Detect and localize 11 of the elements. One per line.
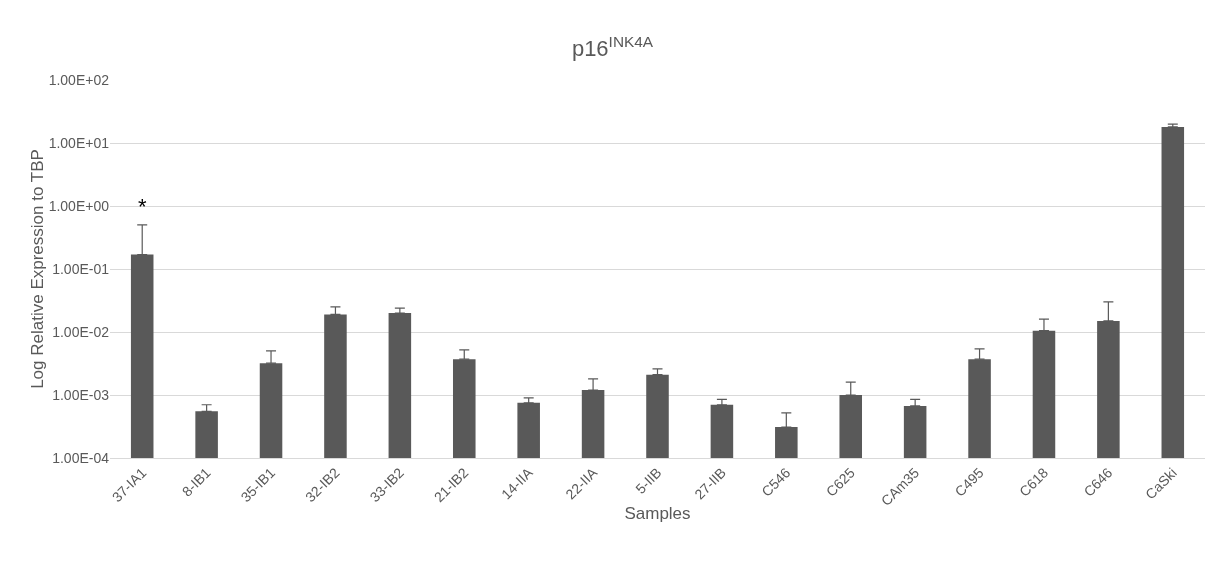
y-tick-label: 1.00E-02 [52,323,110,340]
x-axis-title: Samples [624,504,691,524]
y-tick-label: 1.00E+02 [48,71,110,88]
y-tick-label: 1.00E-04 [52,449,110,466]
chart-title: p16$^{INK4A}$ [571,32,654,61]
annotation: * [138,194,147,219]
y-tick-label: 1.00E-01 [52,260,110,277]
y-tick-label: 1.00E-03 [52,386,110,403]
y-axis-title: Log Relative Expression to TBP [27,149,47,389]
y-tick-label: 1.00E+00 [48,197,110,214]
y-tick-label: 1.00E+01 [48,134,110,151]
